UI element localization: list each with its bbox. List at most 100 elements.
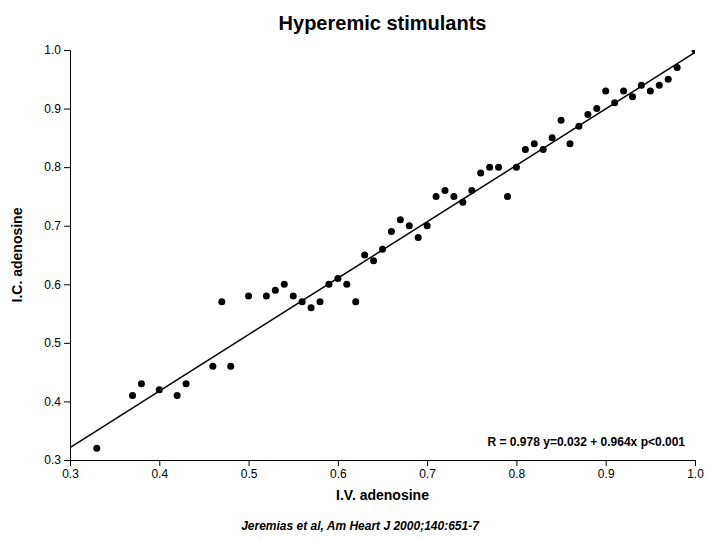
- point: [486, 164, 493, 171]
- point: [415, 234, 422, 241]
- annotation: R = 0.978 y=0.032 + 0.964x p<0.001: [488, 435, 686, 449]
- y-axis-tick-label: 0.5: [44, 336, 61, 350]
- x-axis-tick-label: 0.5: [241, 467, 258, 481]
- y-axis-tick: 0.9: [44, 102, 70, 116]
- y-axis-tick-mark: [64, 167, 70, 168]
- point: [209, 363, 216, 370]
- y-axis-tick: 0.8: [44, 160, 70, 174]
- point: [433, 193, 440, 200]
- point: [317, 298, 324, 305]
- point: [656, 82, 663, 89]
- x-axis-tick: 0.9: [598, 460, 615, 481]
- point: [272, 287, 279, 294]
- x-axis-tick-label: 0.4: [151, 467, 168, 481]
- point: [218, 298, 225, 305]
- y-axis-tick-mark: [64, 284, 70, 285]
- x-axis-tick: 0.3: [62, 460, 79, 481]
- y-axis-tick: 0.5: [44, 336, 70, 350]
- point: [245, 293, 252, 300]
- point: [495, 164, 502, 171]
- point: [129, 392, 136, 399]
- subtitle: Jeremias et al, Am Heart J 2000;140:651-…: [241, 519, 480, 533]
- point: [352, 298, 359, 305]
- point: [361, 252, 368, 259]
- point: [174, 392, 181, 399]
- point: [442, 187, 449, 194]
- y-axis-tick: 0.4: [44, 395, 70, 409]
- x-axis-tick-label: 0.3: [62, 467, 79, 481]
- x-axis-tick-mark: [249, 460, 250, 466]
- x-axis-title: I.V. adenosine: [336, 487, 429, 503]
- point: [665, 76, 672, 83]
- point: [281, 281, 288, 288]
- point: [406, 222, 413, 229]
- regression-line: [70, 52, 695, 447]
- y-axis-tick-label: 0.8: [44, 160, 61, 174]
- point: [647, 88, 654, 95]
- y-axis-tick-mark: [64, 226, 70, 227]
- x-axis-tick-label: 0.8: [509, 467, 526, 481]
- point: [370, 257, 377, 264]
- x-axis-tick: 0.4: [151, 460, 168, 481]
- x-axis-tick-mark: [338, 460, 339, 466]
- point: [620, 88, 627, 95]
- x-axis-tick-mark: [606, 460, 607, 466]
- y-axis-line: [64, 51, 71, 461]
- point: [263, 293, 270, 300]
- x-axis-tick-mark: [159, 460, 160, 466]
- y-axis-tick-mark: [64, 50, 70, 51]
- chart: 0.30.40.50.60.70.80.91.00.30.40.50.60.70…: [0, 0, 720, 540]
- point: [567, 140, 574, 147]
- x-axis-tick-label: 0.9: [598, 467, 615, 481]
- point: [558, 117, 565, 124]
- x-axis: 0.3 0.4 0.5 0.6 0.7 0.8 0.9 1.0: [62, 460, 704, 481]
- y-axis-tick-mark: [64, 401, 70, 402]
- point: [183, 380, 190, 387]
- title: Hyperemic stimulants: [279, 12, 487, 34]
- x-axis-tick: 0.7: [419, 460, 436, 481]
- point: [450, 193, 457, 200]
- point: [388, 228, 395, 235]
- y-axis-tick-label: 0.4: [44, 395, 61, 409]
- point: [522, 146, 529, 153]
- x-axis-tick-mark: [516, 460, 517, 466]
- y-axis-tick-label: 1.0: [44, 43, 61, 57]
- y-axis-tick-label: 0.3: [44, 453, 61, 467]
- point: [227, 363, 234, 370]
- point: [477, 170, 484, 177]
- y-axis-tick: 0.6: [44, 278, 70, 292]
- point: [602, 88, 609, 95]
- y-axis-tick-label: 0.9: [44, 102, 61, 116]
- x-axis-tick-mark: [695, 460, 696, 466]
- point: [629, 93, 636, 100]
- y-axis-tick-mark: [64, 343, 70, 344]
- x-axis-tick: 0.8: [509, 460, 526, 481]
- plot: 0.30.40.50.60.70.80.91.00.30.40.50.60.70…: [44, 43, 704, 480]
- x-axis-tick-label: 1.0: [687, 467, 704, 481]
- y-axis: 0.3 0.4 0.5 0.6 0.7 0.8 0.9 1.0: [44, 43, 70, 467]
- y-axis-tick-mark: [64, 109, 70, 110]
- x-axis-line: [71, 461, 696, 467]
- point: [308, 304, 315, 311]
- point: [138, 380, 145, 387]
- y-axis-tick-mark: [64, 460, 70, 461]
- y-axis-tick: 0.3: [44, 453, 70, 467]
- point: [584, 111, 591, 118]
- point: [504, 193, 511, 200]
- x-axis-tick-mark: [427, 460, 428, 466]
- x-axis-tick-label: 0.6: [330, 467, 347, 481]
- y-axis-tick: 1.0: [44, 43, 70, 57]
- point: [397, 216, 404, 223]
- point: [343, 281, 350, 288]
- y-axis-tick-label: 0.6: [44, 278, 61, 292]
- point: [531, 140, 538, 147]
- point: [93, 445, 100, 452]
- marks: [70, 50, 695, 452]
- y-axis-tick: 0.7: [44, 219, 70, 233]
- x-axis-tick: 1.0: [687, 460, 704, 481]
- point: [593, 105, 600, 112]
- x-axis-tick: 0.5: [241, 460, 258, 481]
- x-axis-tick-label: 0.7: [419, 467, 436, 481]
- y-axis-tick-label: 0.7: [44, 219, 61, 233]
- y-axis-title: I.C. adenosine: [9, 207, 25, 302]
